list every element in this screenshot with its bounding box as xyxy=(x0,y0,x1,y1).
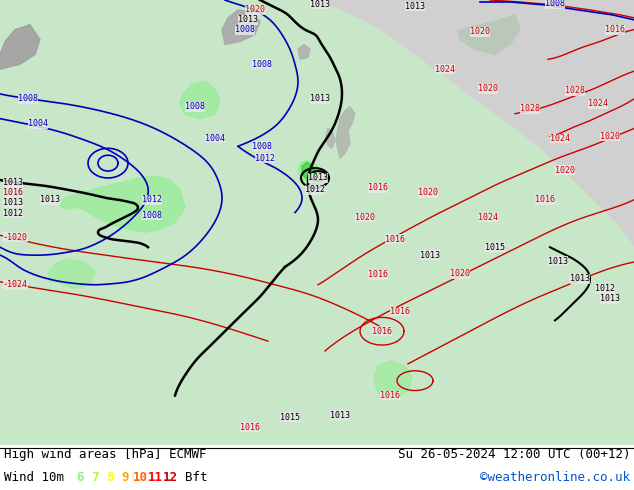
Text: 1013: 1013 xyxy=(3,198,23,207)
Text: 1004: 1004 xyxy=(205,134,225,143)
Text: 1008: 1008 xyxy=(142,211,162,220)
Text: 1020: 1020 xyxy=(555,166,575,174)
Text: 1013: 1013 xyxy=(548,257,568,266)
Text: 1024: 1024 xyxy=(478,213,498,222)
Text: 1020: 1020 xyxy=(450,270,470,278)
Text: 1015: 1015 xyxy=(280,413,300,422)
Text: -1020: -1020 xyxy=(3,233,28,242)
Polygon shape xyxy=(336,107,355,158)
Polygon shape xyxy=(458,15,520,54)
Polygon shape xyxy=(180,81,220,119)
Text: 1016: 1016 xyxy=(385,235,405,244)
Text: 1024: 1024 xyxy=(550,134,570,143)
Text: 1016: 1016 xyxy=(240,422,260,432)
Polygon shape xyxy=(222,10,260,45)
Polygon shape xyxy=(0,0,634,445)
Polygon shape xyxy=(298,45,310,59)
Text: 6: 6 xyxy=(76,471,84,485)
Text: 1013: 1013 xyxy=(308,173,328,182)
Text: 1012: 1012 xyxy=(305,185,325,195)
Polygon shape xyxy=(430,366,634,445)
Text: 1024: 1024 xyxy=(435,65,455,74)
Text: 1013: 1013 xyxy=(310,95,330,103)
Text: 1013: 1013 xyxy=(330,411,350,420)
Text: 1008: 1008 xyxy=(235,25,255,34)
Text: 11: 11 xyxy=(148,471,162,485)
Text: 1008: 1008 xyxy=(185,102,205,111)
Text: 1020: 1020 xyxy=(478,84,498,94)
Text: High wind areas [hPa] ECMWF: High wind areas [hPa] ECMWF xyxy=(4,448,207,462)
Text: 1013: 1013 xyxy=(405,2,425,11)
Text: 1028: 1028 xyxy=(520,104,540,113)
Text: 1004: 1004 xyxy=(28,119,48,128)
Text: 1013: 1013 xyxy=(3,178,23,187)
Text: 1016: 1016 xyxy=(535,195,555,204)
Text: Bft: Bft xyxy=(185,471,207,485)
Text: 1016: 1016 xyxy=(3,188,23,197)
Polygon shape xyxy=(298,160,322,183)
Text: 1008: 1008 xyxy=(18,95,38,103)
Text: 12: 12 xyxy=(162,471,178,485)
Text: 7: 7 xyxy=(91,471,99,485)
Text: 1024: 1024 xyxy=(588,99,608,108)
Text: 1020: 1020 xyxy=(418,188,438,197)
Text: 1013: 1013 xyxy=(570,274,590,283)
Text: 1016: 1016 xyxy=(368,183,388,193)
Text: 1008: 1008 xyxy=(545,0,565,8)
Text: 10: 10 xyxy=(133,471,148,485)
Text: 1013: 1013 xyxy=(238,15,258,24)
Text: -1024: -1024 xyxy=(3,280,28,289)
Polygon shape xyxy=(374,361,412,397)
Text: 1008: 1008 xyxy=(252,142,272,151)
Text: 1020: 1020 xyxy=(600,132,620,141)
Text: 1013: 1013 xyxy=(310,0,330,9)
Text: 1013: 1013 xyxy=(600,294,620,303)
Text: 1012: 1012 xyxy=(595,284,615,293)
Polygon shape xyxy=(60,176,185,232)
Text: 1016: 1016 xyxy=(368,270,388,279)
Polygon shape xyxy=(0,0,634,445)
Text: 8: 8 xyxy=(107,471,113,485)
Text: 1015: 1015 xyxy=(485,243,505,252)
Text: 1012: 1012 xyxy=(142,195,162,204)
Text: 1012: 1012 xyxy=(3,209,23,218)
Text: 1016: 1016 xyxy=(390,307,410,316)
Text: 1020: 1020 xyxy=(470,27,490,36)
Text: 1016: 1016 xyxy=(605,25,625,34)
Text: Wind 10m: Wind 10m xyxy=(4,471,64,485)
Polygon shape xyxy=(0,24,40,69)
Polygon shape xyxy=(478,312,495,328)
Text: ©weatheronline.co.uk: ©weatheronline.co.uk xyxy=(480,471,630,485)
Text: 9: 9 xyxy=(121,471,129,485)
Polygon shape xyxy=(302,162,316,180)
Text: 1016: 1016 xyxy=(380,391,400,400)
Text: 1013: 1013 xyxy=(420,250,440,260)
Polygon shape xyxy=(340,312,420,361)
Text: 1020: 1020 xyxy=(245,5,265,14)
Text: 1020: 1020 xyxy=(355,213,375,222)
Polygon shape xyxy=(48,259,95,289)
Text: 1028: 1028 xyxy=(565,86,585,96)
Text: Su 26-05-2024 12:00 UTC (00+12): Su 26-05-2024 12:00 UTC (00+12) xyxy=(398,448,630,462)
Text: 1012: 1012 xyxy=(255,154,275,163)
Text: 1008: 1008 xyxy=(252,60,272,69)
Text: 1016: 1016 xyxy=(372,327,392,336)
Text: 1013: 1013 xyxy=(40,195,60,204)
Polygon shape xyxy=(326,128,335,148)
